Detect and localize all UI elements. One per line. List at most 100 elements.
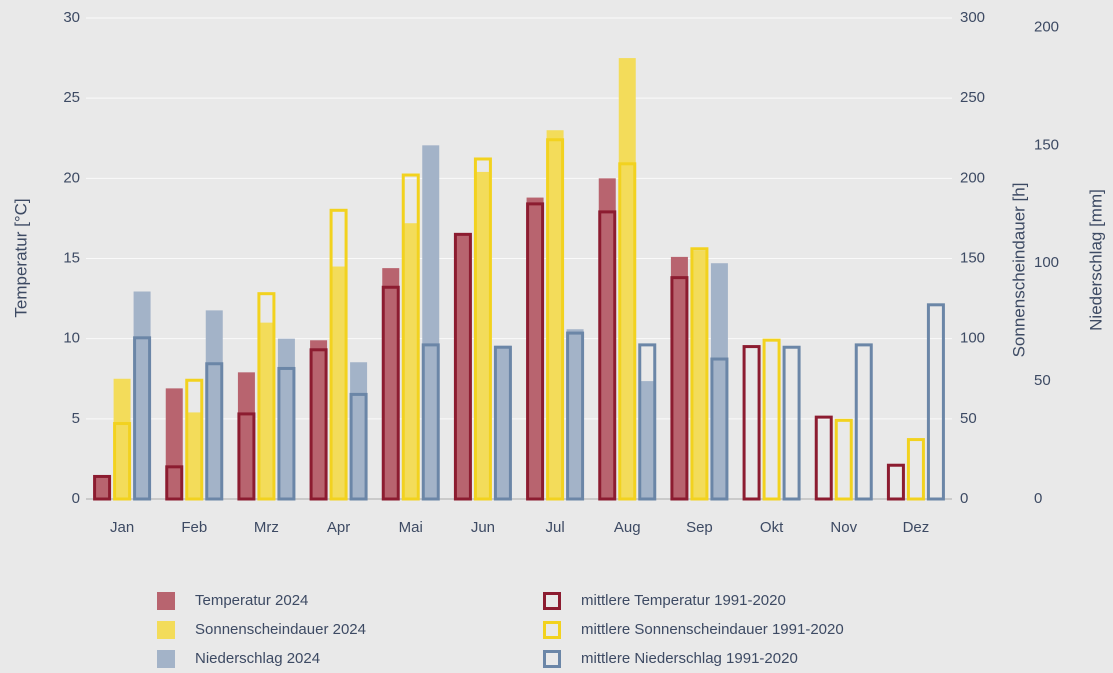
bar-outline bbox=[421, 343, 440, 501]
bar bbox=[93, 476, 111, 499]
bar bbox=[310, 340, 328, 499]
bar bbox=[165, 388, 183, 499]
bar bbox=[185, 412, 203, 499]
bar bbox=[598, 178, 616, 500]
bar-outline bbox=[566, 331, 585, 501]
y3-tick-label: 150 bbox=[1034, 136, 1059, 153]
bar bbox=[382, 268, 400, 499]
bar bbox=[474, 171, 492, 500]
legend-label: Temperatur 2024 bbox=[195, 592, 308, 609]
legend-swatch bbox=[157, 621, 175, 639]
bar-outline bbox=[329, 208, 348, 501]
bar-outline bbox=[638, 343, 657, 501]
bar-outline bbox=[710, 357, 729, 501]
bar bbox=[133, 291, 151, 499]
bar-outline bbox=[670, 276, 689, 501]
bar-outline bbox=[526, 202, 545, 501]
bar-outline bbox=[401, 173, 420, 501]
bar-outline bbox=[762, 338, 781, 501]
x-tick-label: Mai bbox=[399, 519, 423, 536]
bar-outline bbox=[493, 345, 512, 501]
y-axis-label: Temperatur [°C] bbox=[11, 198, 30, 317]
bar-outline bbox=[742, 345, 761, 501]
x-tick-label: Mrz bbox=[254, 519, 279, 536]
legend-label: Niederschlag 2024 bbox=[195, 650, 320, 667]
x-tick-label: Jul bbox=[545, 519, 564, 536]
y-tick-label: 20 bbox=[63, 169, 80, 186]
x-tick-label: Jun bbox=[471, 519, 495, 536]
bar-outline bbox=[93, 474, 112, 501]
bar-outline bbox=[257, 292, 276, 501]
bar bbox=[257, 322, 275, 499]
bar-outline bbox=[886, 463, 905, 501]
y2-tick-label: 300 bbox=[960, 9, 985, 26]
bar-outline bbox=[906, 438, 925, 501]
bar bbox=[454, 234, 472, 499]
x-tick-label: Okt bbox=[760, 519, 784, 536]
bar-outline bbox=[133, 336, 152, 501]
bar-outline bbox=[598, 210, 617, 501]
bar-outline bbox=[113, 422, 132, 501]
y-tick-label: 15 bbox=[63, 249, 80, 266]
bar-outline bbox=[690, 247, 709, 501]
legend-swatch bbox=[543, 592, 561, 610]
bar bbox=[277, 338, 295, 499]
bar bbox=[330, 266, 348, 499]
bar bbox=[402, 223, 420, 499]
bar-outline bbox=[546, 138, 565, 501]
legend-swatch bbox=[543, 621, 561, 639]
bar bbox=[710, 263, 728, 499]
bar-outline bbox=[205, 362, 224, 501]
bar bbox=[618, 58, 636, 499]
legend-swatch bbox=[157, 592, 175, 610]
bar-outline bbox=[165, 465, 184, 501]
y3-tick-label: 50 bbox=[1034, 372, 1051, 389]
bar-outline bbox=[473, 157, 492, 501]
x-tick-label: Apr bbox=[327, 519, 350, 536]
x-tick-label: Jan bbox=[110, 519, 134, 536]
legend-label: mittlere Temperatur 1991-2020 bbox=[581, 592, 786, 609]
x-tick-label: Sep bbox=[686, 519, 713, 536]
y-tick-label: 25 bbox=[63, 89, 80, 106]
y3-axis-label: Niederschlag [mm] bbox=[1086, 189, 1105, 331]
bar-outline bbox=[185, 378, 204, 501]
bar bbox=[638, 381, 656, 499]
y-tick-label: 10 bbox=[63, 330, 80, 347]
x-tick-label: Dez bbox=[903, 519, 930, 536]
bar-outline bbox=[277, 366, 296, 501]
y3-tick-label: 200 bbox=[1034, 18, 1059, 35]
y2-tick-label: 200 bbox=[960, 169, 985, 186]
bar bbox=[205, 310, 223, 499]
bar bbox=[566, 329, 584, 499]
bar bbox=[113, 378, 131, 499]
bar bbox=[422, 145, 440, 499]
bar-outline bbox=[349, 392, 368, 501]
y3-tick-label: 0 bbox=[1034, 490, 1042, 507]
bar bbox=[350, 362, 368, 499]
bar bbox=[237, 372, 255, 499]
y2-tick-label: 100 bbox=[960, 330, 985, 347]
x-tick-label: Aug bbox=[614, 519, 641, 536]
bar-outline bbox=[237, 412, 256, 501]
y2-tick-label: 150 bbox=[960, 249, 985, 266]
legend-label: mittlere Sonnenscheindauer 1991-2020 bbox=[581, 621, 844, 638]
bar-outline bbox=[782, 345, 801, 501]
bar bbox=[494, 345, 512, 499]
legend-swatch bbox=[157, 650, 175, 668]
y2-tick-label: 0 bbox=[960, 490, 968, 507]
legend-label: Sonnenscheindauer 2024 bbox=[195, 621, 366, 638]
y2-tick-label: 50 bbox=[960, 410, 977, 427]
legend-label: mittlere Niederschlag 1991-2020 bbox=[581, 650, 798, 667]
bar-outline bbox=[814, 415, 833, 501]
bar-outline bbox=[381, 285, 400, 501]
bar bbox=[690, 250, 708, 499]
y2-tick-label: 250 bbox=[960, 89, 985, 106]
bar bbox=[670, 256, 688, 499]
y3-tick-label: 100 bbox=[1034, 254, 1059, 271]
y2-axis-label: Sonnenscheindauer [h] bbox=[1009, 183, 1028, 358]
bar-outline bbox=[309, 348, 328, 501]
bar-outline bbox=[926, 303, 945, 501]
bar-outline bbox=[854, 343, 873, 501]
legend-swatch bbox=[543, 650, 561, 668]
